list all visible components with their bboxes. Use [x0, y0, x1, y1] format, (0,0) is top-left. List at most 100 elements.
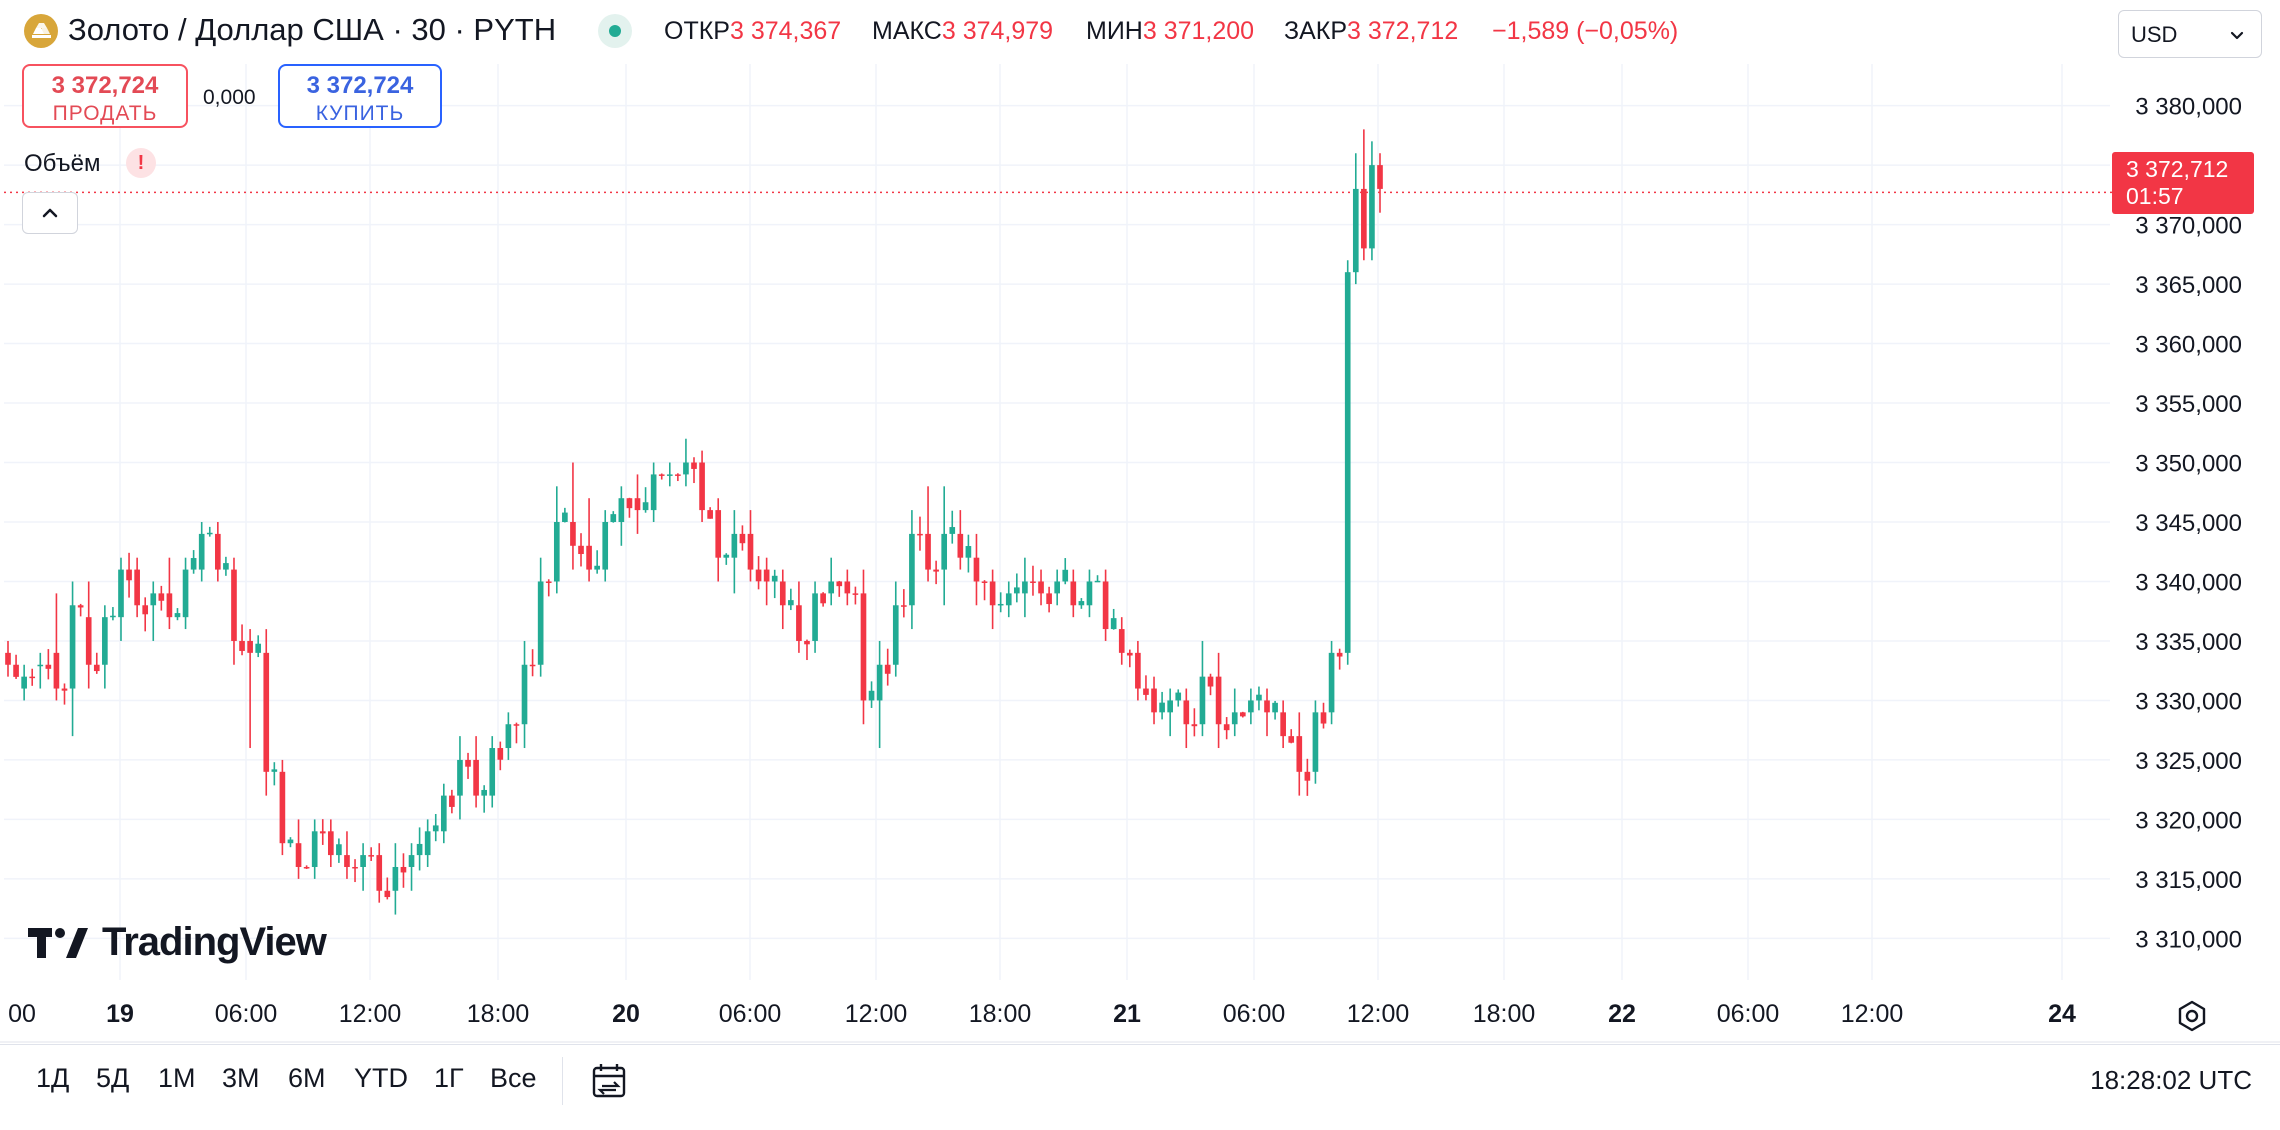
price-tick-label: 3 360,000 [2135, 332, 2242, 359]
candle-body [158, 593, 165, 601]
candle-body [215, 533, 221, 570]
last-price-value: 3 372,712 [2126, 156, 2229, 182]
go-to-date-icon[interactable] [588, 1059, 632, 1103]
time-tick-label: 12:00 [1841, 1000, 1904, 1028]
range-all[interactable]: Все [490, 1063, 537, 1093]
currency-select[interactable]: USD [2118, 10, 2262, 58]
candle-body [37, 664, 44, 667]
candle-body [917, 533, 923, 536]
price-tick-label: 3 340,000 [2135, 569, 2242, 596]
candles [5, 129, 1383, 915]
candle-body [828, 581, 835, 594]
candle-body [174, 613, 181, 618]
spread-value: 0,000 [203, 86, 256, 109]
tradingview-logo[interactable]: TradingView [28, 918, 327, 968]
candle-body [562, 512, 568, 522]
candle-body [150, 593, 157, 606]
candle-body [1336, 652, 1343, 657]
market-open-indicator [598, 14, 632, 48]
candle-body [416, 843, 423, 856]
candle-body [93, 664, 100, 672]
candle-body [1159, 702, 1165, 713]
price-tick-label: 3 345,000 [2135, 510, 2242, 537]
candle-body [53, 652, 60, 689]
time-tick-label: 12:00 [1347, 1000, 1410, 1028]
symbol-title[interactable]: Золото / Доллар США · 30 · PYTH [68, 12, 557, 47]
candle-body [13, 664, 19, 677]
candle-body [941, 533, 948, 570]
candle-body [521, 664, 528, 725]
time-tick-label: 00 [8, 1000, 36, 1028]
warning-icon[interactable]: ! [126, 148, 156, 178]
candle-body [1046, 593, 1052, 605]
range-1m[interactable]: 1М [158, 1063, 196, 1093]
sell-button[interactable]: 3 372,724 ПРОДАТЬ [22, 64, 188, 128]
chart-settings-icon[interactable] [2172, 996, 2212, 1036]
candle-body [909, 533, 915, 606]
candle-body [699, 462, 705, 511]
candle-body [755, 569, 762, 582]
candle-body [424, 831, 431, 856]
candle-body [368, 855, 375, 857]
candle-body [77, 605, 84, 608]
candle-body [1280, 712, 1286, 737]
range-5d[interactable]: 5Д [96, 1063, 130, 1093]
candle-body [1312, 712, 1319, 772]
buy-label: КУПИТЬ [315, 102, 405, 125]
volume-label[interactable]: Объём [24, 150, 101, 177]
candle-body [1288, 736, 1295, 743]
candle-body [1328, 652, 1335, 713]
price-axis: 3 310,000 3 315,000 3 320,000 3 325,000 3 33… [2135, 94, 2242, 954]
range-6m[interactable]: 6М [288, 1063, 326, 1093]
buy-button[interactable]: 3 372,724 КУПИТЬ [278, 64, 442, 128]
candle-body [1167, 700, 1173, 713]
candle-body [553, 522, 560, 582]
range-toolbar: 1Д 5Д 1М 3М 6М YTD 1Г Все 18:28:02 UTC [0, 1044, 2280, 1121]
range-1d[interactable]: 1Д [36, 1063, 70, 1093]
candle-body [1086, 581, 1093, 606]
time-tick-label: 06:00 [1717, 1000, 1780, 1028]
candle-body [110, 615, 116, 618]
candle-body [1013, 587, 1020, 594]
candle-body [892, 605, 899, 665]
candle-body [997, 603, 1004, 606]
last-price-label: 3 372,712 01:57 [2112, 152, 2254, 214]
candle-body [642, 502, 649, 511]
candle-body [1183, 700, 1190, 725]
range-1y[interactable]: 1Г [434, 1063, 464, 1093]
candle-body [497, 748, 504, 760]
candle-body [384, 890, 391, 898]
candle-body [1304, 771, 1311, 781]
range-ytd[interactable]: YTD [354, 1063, 408, 1093]
buy-price: 3 372,724 [306, 72, 414, 99]
candle-body [1094, 580, 1101, 583]
candle-body [788, 600, 794, 606]
candle-body [69, 605, 76, 689]
tradingview-logo-icon [28, 928, 88, 958]
candle-body [1110, 618, 1117, 630]
candle-body [1151, 688, 1157, 713]
ohlc-low: МИН3 371,200 [1086, 17, 1255, 45]
candle-body [796, 605, 802, 641]
candle-body [505, 724, 512, 749]
range-3m[interactable]: 3М [222, 1063, 260, 1093]
sell-label: ПРОДАТЬ [52, 102, 158, 125]
candle-body [1296, 736, 1303, 772]
candle-body [634, 498, 641, 511]
utc-clock[interactable]: 18:28:02 UTC [2090, 1065, 2252, 1095]
chevron-down-icon [2230, 31, 2244, 40]
candle-body [489, 748, 496, 796]
candle-body [311, 831, 318, 867]
candle-body [279, 771, 286, 844]
price-tick-label: 3 370,000 [2135, 213, 2242, 240]
time-tick-label: 12:00 [845, 1000, 908, 1028]
candle-body [578, 545, 584, 555]
candle-body [925, 533, 931, 570]
candle-body [731, 533, 738, 558]
time-tick-label: 06:00 [215, 1000, 278, 1028]
candle-body [779, 581, 786, 606]
brand-text: TradingView [102, 920, 327, 964]
collapse-legend-button[interactable] [22, 192, 78, 234]
time-tick-label: 24 [2048, 1000, 2076, 1028]
